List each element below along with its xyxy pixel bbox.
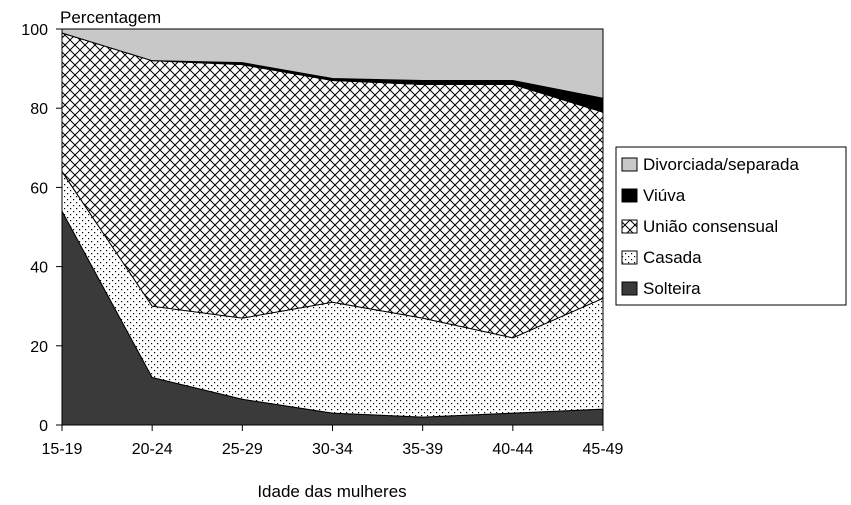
x-tick-label: 35-39 [402,441,443,458]
legend-label-casada: Casada [643,248,702,267]
x-tick-label: 30-34 [312,441,353,458]
legend-label-uniao-consensual: União consensual [643,217,778,236]
y-tick-label: 40 [30,260,48,277]
legend-swatch-divorciada-separada [621,157,638,172]
legend-label-solteira: Solteira [643,279,701,298]
legend-swatch-uniao-consensual [621,219,638,234]
legend-label-divorciada-separada: Divorciada/separada [643,155,799,174]
legend-swatch-casada [621,250,638,265]
legend-label-viuva: Viúva [643,186,686,205]
y-tick-label: 0 [39,418,48,435]
legend-box [615,146,847,306]
x-tick-label: 40-44 [492,441,533,458]
x-axis-title: Idade das mulheres [257,482,406,501]
x-tick-label: 45-49 [583,441,624,458]
x-tick-label: 15-19 [42,441,83,458]
legend-swatch-solteira [621,281,638,296]
x-tick-label: 25-29 [222,441,263,458]
y-axis-title: Percentagem [60,8,161,27]
x-tick-label: 20-24 [132,441,173,458]
y-tick-label: 60 [30,180,48,197]
y-tick-label: 80 [30,101,48,118]
legend-swatch-viuva [621,188,638,203]
legend: Divorciada/separada Viúva União consensual… [615,146,847,306]
plot-area [61,28,604,426]
y-tick-label: 100 [21,22,48,39]
axes: 0 20 40 60 80 100 15-19 20-24 25-29 30-34 35-39 40-… [21,22,623,458]
y-tick-label: 20 [30,339,48,356]
